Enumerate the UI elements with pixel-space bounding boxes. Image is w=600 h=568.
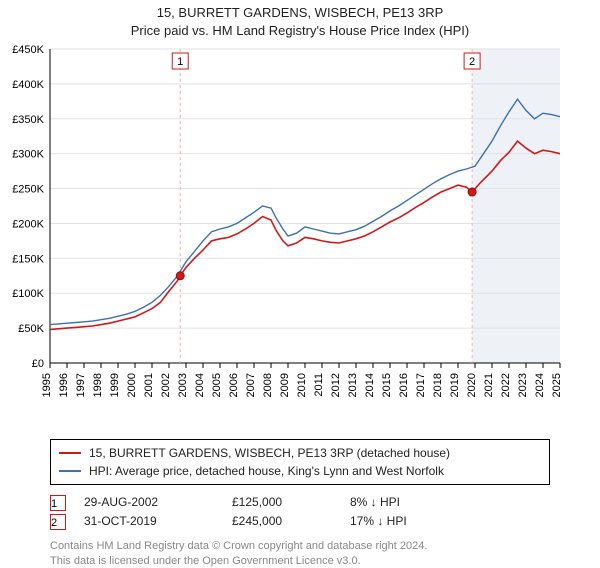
svg-text:2021: 2021 xyxy=(483,373,495,397)
marker-date-1: 29-AUG-2002 xyxy=(84,493,214,512)
svg-text:2012: 2012 xyxy=(330,373,342,397)
svg-text:2004: 2004 xyxy=(194,373,206,397)
svg-text:2013: 2013 xyxy=(347,373,359,397)
footnote-line-2: This data is licensed under the Open Gov… xyxy=(50,554,600,568)
svg-text:1995: 1995 xyxy=(41,373,53,397)
title-line-2: Price paid vs. HM Land Registry's House … xyxy=(0,22,600,40)
svg-text:2024: 2024 xyxy=(534,373,546,397)
svg-text:£200K: £200K xyxy=(12,219,44,231)
svg-text:2011: 2011 xyxy=(313,373,325,397)
marker-box-1: 1 xyxy=(50,495,66,511)
legend-swatch-2 xyxy=(59,470,81,472)
legend-row-2: HPI: Average price, detached house, King… xyxy=(59,462,541,480)
svg-text:2003: 2003 xyxy=(177,373,189,397)
marker-delta-2: 17% ↓ HPI xyxy=(350,512,440,531)
svg-text:£0: £0 xyxy=(32,358,44,370)
svg-text:1997: 1997 xyxy=(75,373,87,397)
svg-text:2025: 2025 xyxy=(551,373,563,397)
marker-table: 1 29-AUG-2002 £125,000 8% ↓ HPI 2 31-OCT… xyxy=(50,493,600,531)
svg-text:2018: 2018 xyxy=(432,373,444,397)
svg-text:£100K: £100K xyxy=(12,288,44,300)
svg-text:2000: 2000 xyxy=(126,373,138,397)
footnote-line-1: Contains HM Land Registry data © Crown c… xyxy=(50,539,600,553)
title-line-1: 15, BURRETT GARDENS, WISBECH, PE13 3RP xyxy=(0,4,600,22)
svg-text:£250K: £250K xyxy=(12,184,44,196)
svg-text:2001: 2001 xyxy=(143,373,155,397)
marker-price-2: £245,000 xyxy=(232,512,332,531)
svg-text:2016: 2016 xyxy=(398,373,410,397)
svg-text:£300K: £300K xyxy=(12,149,44,161)
svg-text:2019: 2019 xyxy=(449,373,461,397)
chart-svg: £0 £50K £100K £150K £200K £250K £300K £350K £400… xyxy=(0,43,568,433)
legend-label-2: HPI: Average price, detached house, King… xyxy=(89,462,444,480)
svg-text:£50K: £50K xyxy=(18,323,44,335)
marker-price-1: £125,000 xyxy=(232,493,332,512)
svg-text:2015: 2015 xyxy=(381,373,393,397)
chart: £0 £50K £100K £150K £200K £250K £300K £350K £400… xyxy=(0,43,568,433)
svg-text:1998: 1998 xyxy=(92,373,104,397)
legend-row-1: 15, BURRETT GARDENS, WISBECH, PE13 3RP (… xyxy=(59,444,541,462)
svg-text:£450K: £450K xyxy=(12,44,44,56)
svg-text:2002: 2002 xyxy=(160,373,172,397)
svg-text:2009: 2009 xyxy=(279,373,291,397)
svg-text:1999: 1999 xyxy=(109,373,121,397)
svg-text:2022: 2022 xyxy=(500,373,512,397)
svg-text:2005: 2005 xyxy=(211,373,223,397)
marker-delta-1: 8% ↓ HPI xyxy=(350,493,440,512)
svg-text:2010: 2010 xyxy=(296,373,308,397)
marker-date-2: 31-OCT-2019 xyxy=(84,512,214,531)
svg-text:2020: 2020 xyxy=(466,373,478,397)
svg-text:2008: 2008 xyxy=(262,373,274,397)
svg-text:2017: 2017 xyxy=(415,373,427,397)
svg-text:£150K: £150K xyxy=(12,253,44,265)
svg-text:1996: 1996 xyxy=(58,373,70,397)
footnote: Contains HM Land Registry data © Crown c… xyxy=(50,539,600,568)
legend: 15, BURRETT GARDENS, WISBECH, PE13 3RP (… xyxy=(50,439,550,485)
marker-row-2: 2 31-OCT-2019 £245,000 17% ↓ HPI xyxy=(50,512,600,531)
svg-text:£350K: £350K xyxy=(12,114,44,126)
svg-text:1: 1 xyxy=(177,56,183,68)
svg-text:2007: 2007 xyxy=(245,373,257,397)
marker-box-2: 2 xyxy=(50,514,66,530)
svg-text:2023: 2023 xyxy=(517,373,529,397)
svg-text:2014: 2014 xyxy=(364,373,376,397)
svg-text:2006: 2006 xyxy=(228,373,240,397)
svg-text:2: 2 xyxy=(469,56,475,68)
marker-row-1: 1 29-AUG-2002 £125,000 8% ↓ HPI xyxy=(50,493,600,512)
svg-text:£400K: £400K xyxy=(12,79,44,91)
legend-label-1: 15, BURRETT GARDENS, WISBECH, PE13 3RP (… xyxy=(89,444,450,462)
title-block: 15, BURRETT GARDENS, WISBECH, PE13 3RP P… xyxy=(0,0,600,39)
legend-swatch-1 xyxy=(59,452,81,454)
